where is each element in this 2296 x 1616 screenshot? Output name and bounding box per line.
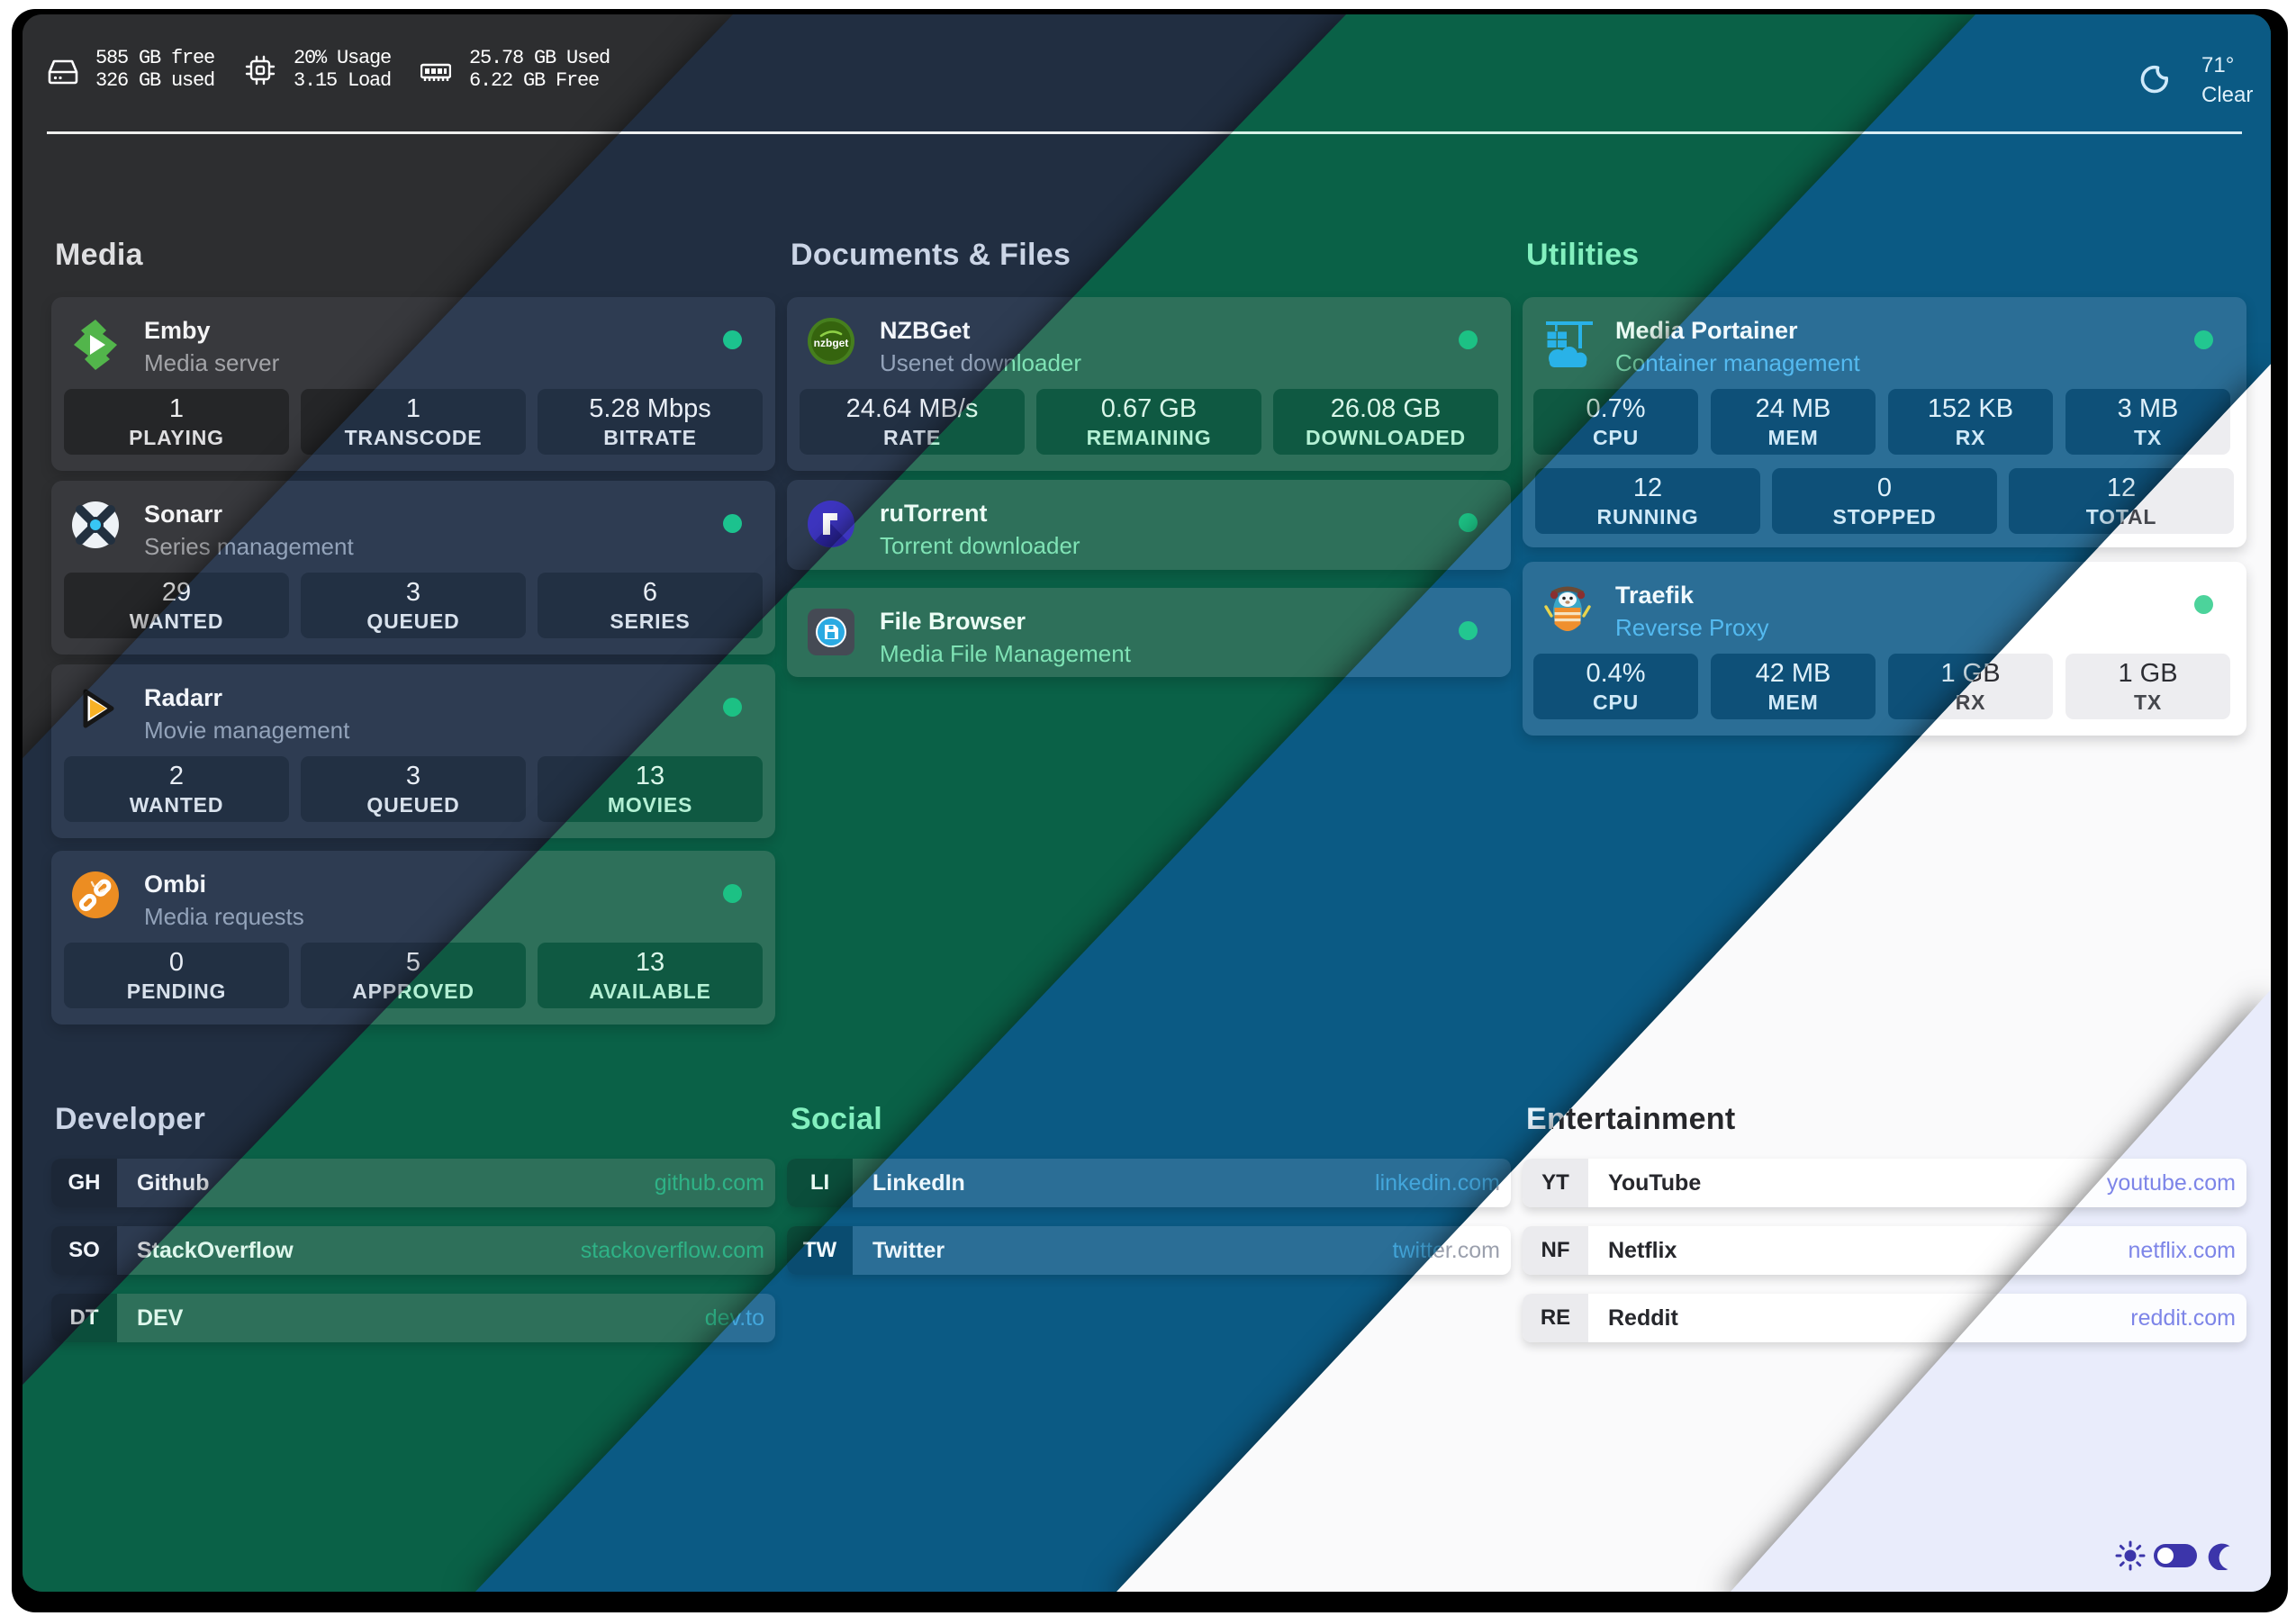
svg-text:nzbget: nzbget — [814, 337, 849, 349]
svg-text:nzbget: nzbget — [814, 337, 849, 349]
